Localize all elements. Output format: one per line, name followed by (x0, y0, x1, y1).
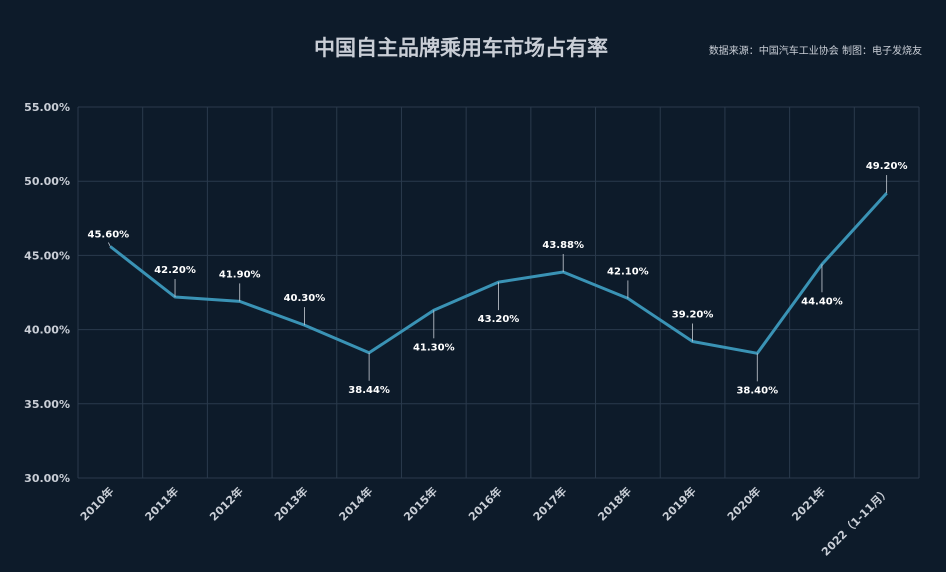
x-tick-label: 2010年 (77, 484, 116, 523)
x-tick-label: 2016年 (465, 484, 504, 523)
data-label: 44.40% (801, 296, 843, 307)
data-label: 43.20% (478, 314, 520, 325)
x-tick-label: 2018年 (595, 484, 634, 523)
y-tick-label: 45.00% (24, 249, 70, 262)
x-tick-label: 2014年 (336, 484, 375, 523)
x-tick-label: 2021年 (789, 484, 828, 523)
x-tick-label: 2011年 (142, 484, 181, 523)
x-tick-label: 2015年 (401, 484, 440, 523)
data-label: 38.44% (348, 385, 390, 396)
x-tick-label: 2013年 (271, 484, 310, 523)
data-label: 43.88% (542, 240, 584, 251)
chart-source: 数据来源：中国汽车工业协会 制图：电子发烧友 (709, 44, 922, 57)
x-tick-label: 2017年 (530, 484, 569, 523)
data-label: 41.30% (413, 342, 455, 353)
y-tick-label: 35.00% (24, 398, 70, 411)
data-label: 42.10% (607, 266, 649, 277)
x-tick-label: 2022（1-11月） (819, 485, 893, 559)
data-label: 40.30% (284, 293, 326, 304)
data-label: 41.90% (219, 269, 261, 280)
x-tick-label: 2019年 (659, 484, 698, 523)
y-tick-label: 50.00% (24, 175, 70, 188)
x-tick-label: 2012年 (207, 484, 246, 523)
data-label: 38.40% (736, 385, 778, 396)
data-label: 45.60% (88, 229, 130, 240)
plot-area: 30.00% 35.00% 40.00% 45.00% 50.00% 55.00% 45.6… (24, 101, 920, 559)
data-label: 42.20% (154, 265, 196, 276)
data-label: 49.20% (866, 161, 908, 172)
y-tick-label: 40.00% (24, 324, 70, 337)
chart-title: 中国自主品牌乘用车市场占有率 (314, 36, 608, 60)
x-tick-label: 2020年 (724, 484, 763, 523)
y-tick-label: 30.00% (24, 472, 70, 485)
label-leader-line (107, 242, 111, 247)
data-label: 39.20% (672, 309, 714, 320)
y-tick-label: 55.00% (24, 101, 70, 114)
